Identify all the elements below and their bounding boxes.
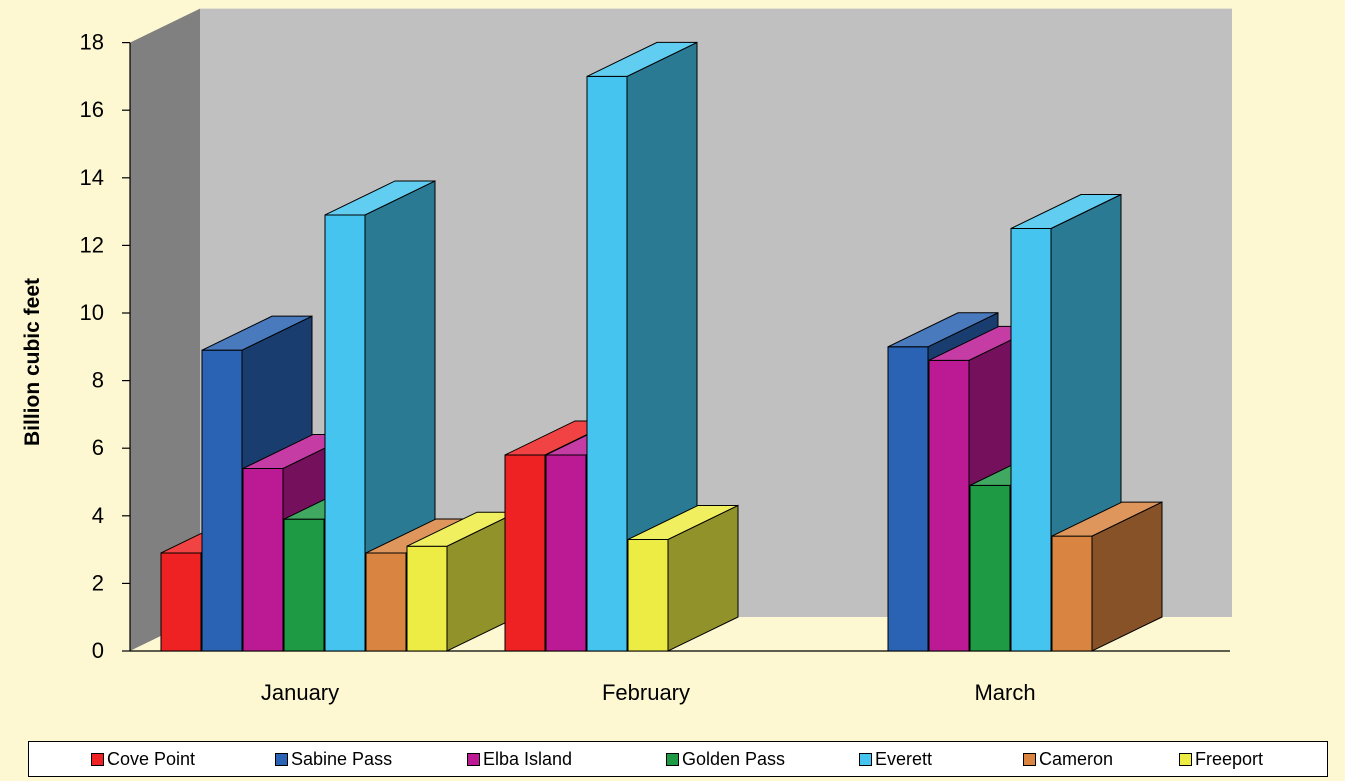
- y-tick-label: 16: [80, 97, 104, 122]
- bar-golden-pass-january: [283, 518, 325, 652]
- legend-label: Sabine Pass: [291, 749, 393, 769]
- bar-everett-february: [586, 75, 628, 652]
- legend-label: Freeport: [1195, 749, 1264, 769]
- bar-cove-point-january: [160, 552, 202, 652]
- legend-item-freeport: Freeport: [1179, 749, 1263, 770]
- bar-elba-island-january: [242, 467, 284, 652]
- legend-swatch: [666, 753, 679, 766]
- bar-freeport-february: [627, 538, 669, 652]
- y-tick-label: 2: [92, 570, 104, 595]
- legend-item-golden-pass: Golden Pass: [666, 749, 785, 770]
- bar-top: [887, 312, 999, 348]
- bar-freeport-january: [406, 545, 448, 652]
- legend-swatch: [1179, 753, 1192, 766]
- y-tick-label: 10: [80, 300, 104, 325]
- side-wall: [130, 8, 200, 652]
- y-tick-label: 18: [80, 30, 104, 55]
- y-tick-label: 8: [92, 368, 104, 393]
- bar-golden-pass-march: [969, 484, 1011, 652]
- bar-elba-island-march: [928, 359, 970, 652]
- y-tick-label: 6: [92, 435, 104, 460]
- bar-sabine-pass-march: [887, 346, 929, 652]
- legend-swatch: [91, 753, 104, 766]
- bar-top: [201, 315, 313, 351]
- x-tick-label: March: [974, 680, 1035, 705]
- bar-top: [586, 41, 698, 77]
- y-tick-label: 12: [80, 232, 104, 257]
- bar-cove-point-february: [504, 454, 546, 652]
- bar-top: [1010, 194, 1122, 229]
- legend: Cove Point Sabine Pass Elba Island Golde…: [28, 741, 1328, 777]
- bar-cameron-january: [365, 552, 407, 652]
- legend-label: Elba Island: [483, 749, 573, 769]
- legend-item-cove-point: Cove Point: [91, 749, 195, 770]
- legend-label: Everett: [875, 749, 933, 769]
- legend-swatch: [275, 753, 288, 766]
- x-tick-label: January: [261, 680, 339, 705]
- legend-item-cameron: Cameron: [1023, 749, 1113, 770]
- legend-item-elba-island: Elba Island: [467, 749, 572, 770]
- y-tick-label: 0: [92, 638, 104, 663]
- bar-top: [324, 180, 436, 216]
- bar-everett-january: [324, 214, 366, 652]
- legend-label: Golden Pass: [682, 749, 786, 769]
- legend-item-sabine-pass: Sabine Pass: [275, 749, 392, 770]
- y-axis-label: Billion cubic feet: [21, 277, 44, 447]
- x-tick-label: February: [602, 680, 690, 705]
- legend-swatch: [1023, 753, 1036, 766]
- legend-label: Cove Point: [107, 749, 196, 769]
- bar-cameron-march: [1051, 535, 1093, 652]
- legend-item-everett: Everett: [859, 749, 932, 770]
- bar-elba-island-february: [545, 454, 587, 652]
- bar-everett-march: [1010, 228, 1052, 652]
- legend-swatch: [859, 753, 872, 766]
- bar-sabine-pass-january: [201, 349, 243, 652]
- legend-label: Cameron: [1039, 749, 1114, 769]
- bar-top: [627, 504, 739, 540]
- bar-top: [1051, 501, 1163, 537]
- y-tick-label: 14: [80, 165, 104, 190]
- y-tick-label: 4: [92, 503, 104, 528]
- legend-swatch: [467, 753, 480, 766]
